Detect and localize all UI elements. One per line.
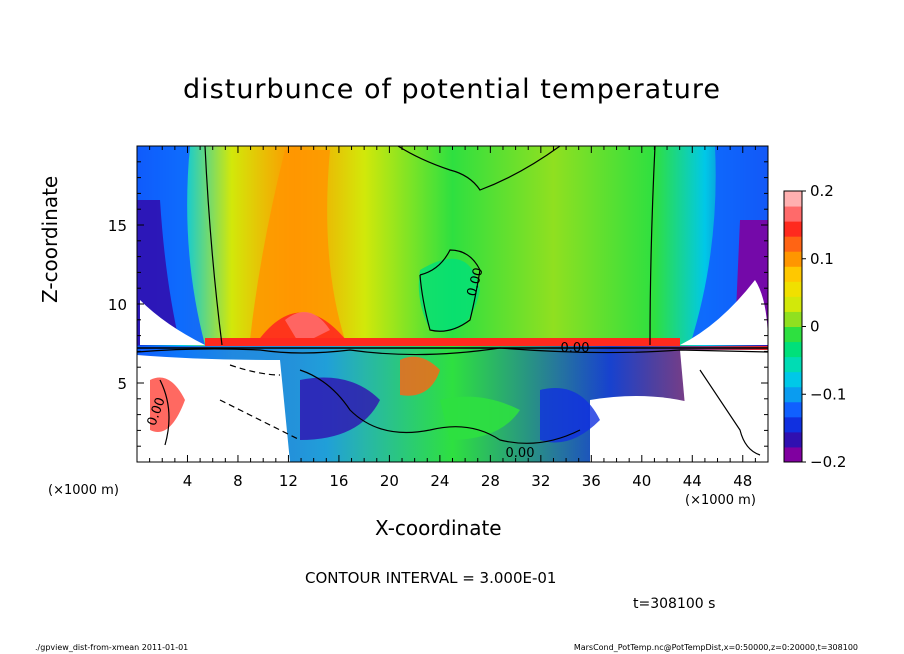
x-tick-label: 12 — [279, 472, 298, 490]
contour-label: 0.00 — [561, 341, 590, 356]
y-tick-labels: 5 10 15 — [108, 217, 127, 393]
colorbar-band — [784, 356, 802, 373]
colorbar-band — [784, 191, 802, 207]
x-unit-label-left: (×1000 m) — [48, 483, 119, 498]
colorbar-band — [784, 401, 802, 418]
x-tick-label: 24 — [430, 472, 449, 490]
x-tick-label: 36 — [582, 472, 601, 490]
x-axis-label: X-coordinate — [375, 516, 502, 540]
x-tick-label: 44 — [683, 472, 702, 490]
x-tick-label: 20 — [380, 472, 399, 490]
colorbar-band — [784, 251, 802, 267]
colorbar-band — [784, 386, 802, 403]
colorbar-tick-labels: 0.2 0.1 0 −0.1 −0.2 — [802, 182, 846, 471]
contour-lines — [137, 146, 768, 456]
colorbar-band — [784, 206, 802, 222]
x-unit-label-right: (×1000 m) — [685, 493, 756, 508]
colorbar-band — [784, 221, 802, 237]
colorbar-band — [784, 431, 802, 448]
colorbar-band — [784, 416, 802, 433]
colorbar-band — [784, 311, 802, 327]
time-label: t=308100 s — [633, 596, 716, 612]
y-tick-label: 5 — [117, 375, 127, 393]
x-tick-labels: 4 8 12 16 20 24 28 32 36 40 44 48 — [183, 472, 753, 490]
y-tick-label: 15 — [108, 217, 127, 235]
colorbar-band — [784, 341, 802, 358]
contour-label: 0.00 — [465, 266, 487, 298]
x-tick-label: 16 — [329, 472, 348, 490]
y-tick-label: 10 — [108, 296, 127, 314]
footer-right: MarsCond_PotTemp.nc@PotTempDist,x=0:5000… — [573, 643, 858, 652]
colorbar-band — [784, 266, 802, 282]
contour-value-labels: 0.000.000.000.00 — [145, 266, 590, 461]
x-tick-label: 40 — [632, 472, 651, 490]
axis-ticks — [137, 146, 768, 462]
heatmap-field — [137, 146, 768, 462]
colorbar-tick-label: 0 — [810, 318, 820, 336]
colorbar-tick-label: −0.1 — [810, 385, 846, 403]
colorbar-band — [784, 446, 802, 463]
colorbar — [783, 190, 803, 463]
contour-label: 0.00 — [506, 446, 535, 461]
colorbar-band — [784, 236, 802, 252]
footer-left: ./gpview_dist-from-xmean 2011-01-01 — [35, 643, 189, 652]
x-tick-label: 48 — [733, 472, 752, 490]
colorbar-tick-label: −0.2 — [810, 453, 846, 471]
x-tick-label: 8 — [233, 472, 243, 490]
colorbar-band — [784, 371, 802, 388]
colorbar-tick-label: 0.1 — [810, 250, 834, 268]
contour-interval-text: CONTOUR INTERVAL = 3.000E-01 — [305, 569, 557, 587]
colorbar-tick-label: 0.2 — [810, 182, 834, 200]
colorbar-band — [784, 326, 802, 343]
x-tick-label: 32 — [531, 472, 550, 490]
y-axis-label: Z-coordinate — [38, 175, 62, 303]
x-tick-label: 28 — [481, 472, 500, 490]
chart-title: disturbunce of potential temperature — [183, 74, 721, 105]
x-tick-label: 4 — [183, 472, 193, 490]
colorbar-band — [784, 296, 802, 312]
colorbar-band — [784, 281, 802, 297]
